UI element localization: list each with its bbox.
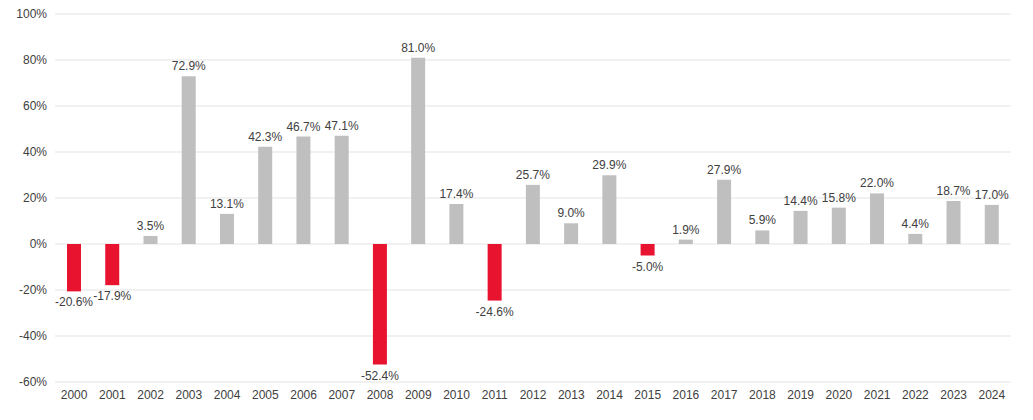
- svg-text:2020: 2020: [826, 388, 853, 402]
- svg-text:40%: 40%: [23, 145, 47, 159]
- svg-text:3.5%: 3.5%: [137, 219, 165, 233]
- svg-text:2004: 2004: [214, 388, 241, 402]
- svg-text:29.9%: 29.9%: [592, 158, 626, 172]
- svg-text:2003: 2003: [175, 388, 202, 402]
- svg-text:47.1%: 47.1%: [325, 119, 359, 133]
- svg-text:2006: 2006: [290, 388, 317, 402]
- svg-text:-24.6%: -24.6%: [476, 305, 514, 319]
- svg-text:-20.6%: -20.6%: [55, 295, 93, 309]
- svg-text:2017: 2017: [711, 388, 738, 402]
- svg-text:2024: 2024: [979, 388, 1006, 402]
- svg-text:-5.0%: -5.0%: [632, 260, 664, 274]
- svg-text:2011: 2011: [482, 388, 508, 402]
- svg-text:2019: 2019: [787, 388, 814, 402]
- svg-text:2023: 2023: [940, 388, 967, 402]
- svg-text:-17.9%: -17.9%: [93, 289, 131, 303]
- svg-text:15.8%: 15.8%: [822, 191, 856, 205]
- svg-text:-60%: -60%: [19, 375, 47, 389]
- svg-text:9.0%: 9.0%: [557, 206, 585, 220]
- svg-text:2015: 2015: [634, 388, 661, 402]
- svg-text:81.0%: 81.0%: [401, 41, 435, 55]
- svg-text:14.4%: 14.4%: [784, 194, 818, 208]
- svg-text:2014: 2014: [596, 388, 623, 402]
- svg-text:72.9%: 72.9%: [172, 59, 206, 73]
- svg-text:2007: 2007: [328, 388, 355, 402]
- svg-text:17.4%: 17.4%: [439, 187, 473, 201]
- svg-text:20%: 20%: [23, 191, 47, 205]
- svg-text:22.0%: 22.0%: [860, 176, 894, 190]
- svg-text:2018: 2018: [749, 388, 776, 402]
- svg-text:25.7%: 25.7%: [516, 168, 550, 182]
- svg-text:42.3%: 42.3%: [248, 130, 282, 144]
- svg-text:-52.4%: -52.4%: [361, 369, 399, 383]
- svg-text:4.4%: 4.4%: [902, 217, 930, 231]
- svg-text:1.9%: 1.9%: [672, 223, 700, 237]
- svg-text:27.9%: 27.9%: [707, 163, 741, 177]
- svg-text:13.1%: 13.1%: [210, 197, 244, 211]
- svg-text:2000: 2000: [61, 388, 88, 402]
- svg-text:-20%: -20%: [19, 283, 47, 297]
- svg-text:2013: 2013: [558, 388, 585, 402]
- svg-text:2010: 2010: [443, 388, 470, 402]
- svg-text:2001: 2001: [99, 388, 126, 402]
- svg-text:46.7%: 46.7%: [286, 120, 320, 134]
- svg-text:2005: 2005: [252, 388, 279, 402]
- svg-text:2012: 2012: [520, 388, 547, 402]
- svg-text:2021: 2021: [864, 388, 891, 402]
- svg-text:17.0%: 17.0%: [975, 188, 1009, 202]
- svg-text:5.9%: 5.9%: [749, 213, 777, 227]
- svg-text:2002: 2002: [137, 388, 164, 402]
- svg-text:0%: 0%: [30, 237, 48, 251]
- svg-text:60%: 60%: [23, 99, 47, 113]
- svg-text:2009: 2009: [405, 388, 432, 402]
- svg-text:2008: 2008: [367, 388, 394, 402]
- svg-text:100%: 100%: [16, 7, 47, 21]
- svg-text:2016: 2016: [673, 388, 700, 402]
- svg-text:-40%: -40%: [19, 329, 47, 343]
- svg-text:2022: 2022: [902, 388, 929, 402]
- svg-text:80%: 80%: [23, 53, 47, 67]
- svg-text:18.7%: 18.7%: [937, 184, 971, 198]
